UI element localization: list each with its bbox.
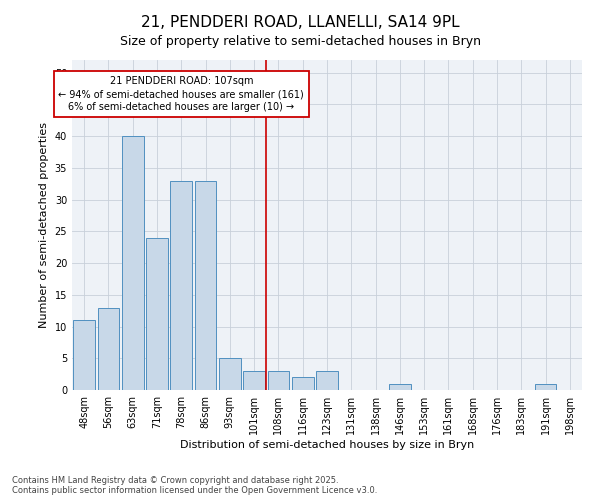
Bar xyxy=(146,238,168,390)
Text: 21 PENDDERI ROAD: 107sqm
← 94% of semi-detached houses are smaller (161)
6% of s: 21 PENDDERI ROAD: 107sqm ← 94% of semi-d… xyxy=(58,76,304,112)
Bar xyxy=(122,136,143,390)
X-axis label: Distribution of semi-detached houses by size in Bryn: Distribution of semi-detached houses by … xyxy=(180,440,474,450)
Bar xyxy=(97,308,119,390)
Text: 21, PENDDERI ROAD, LLANELLI, SA14 9PL: 21, PENDDERI ROAD, LLANELLI, SA14 9PL xyxy=(140,15,460,30)
Y-axis label: Number of semi-detached properties: Number of semi-detached properties xyxy=(39,122,49,328)
Bar xyxy=(73,320,95,390)
Bar xyxy=(389,384,411,390)
Bar xyxy=(292,378,314,390)
Bar xyxy=(194,180,217,390)
Bar xyxy=(219,358,241,390)
Bar xyxy=(535,384,556,390)
Text: Contains HM Land Registry data © Crown copyright and database right 2025.
Contai: Contains HM Land Registry data © Crown c… xyxy=(12,476,377,495)
Bar xyxy=(268,371,289,390)
Bar xyxy=(316,371,338,390)
Text: Size of property relative to semi-detached houses in Bryn: Size of property relative to semi-detach… xyxy=(119,35,481,48)
Bar xyxy=(170,180,192,390)
Bar xyxy=(243,371,265,390)
